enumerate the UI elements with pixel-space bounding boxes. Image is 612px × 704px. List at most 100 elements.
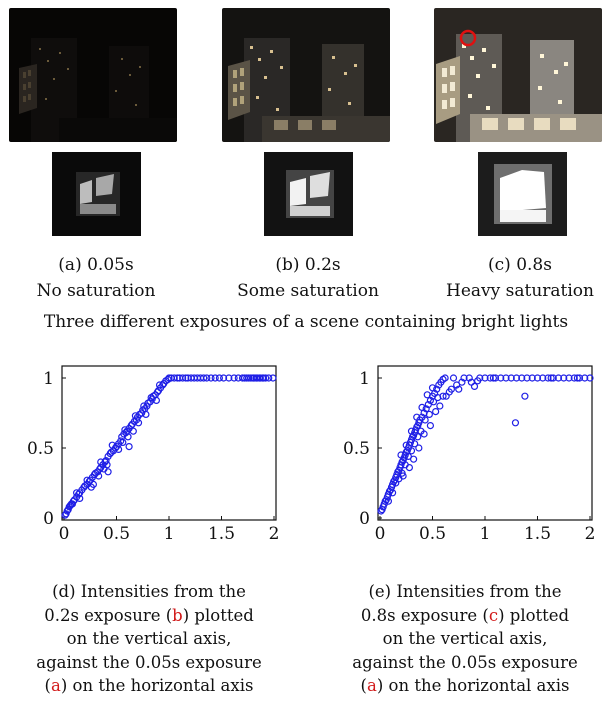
scatter-point [433,385,441,393]
scatter-point [449,374,458,382]
caption-e-ref-1[interactable]: c [488,605,499,625]
x-tick-label: 1 [164,524,175,544]
scatter-point [565,374,573,382]
y-tick-label: 0 [359,509,370,529]
caption-e-text-1: (e) Intensities from the 0.8s exposure ( [360,582,562,625]
caption-d-ref-1[interactable]: b [172,605,183,625]
x-tick-label: 1.5 [524,524,551,544]
scatter-point [439,392,447,400]
caption-a-desc: No saturation [36,281,156,301]
scatter-point [388,489,397,497]
scatter-point [182,374,190,382]
scatter-point [432,407,440,416]
scatter-point [474,377,482,385]
scatter-point [114,445,123,454]
scatter-point [230,374,238,382]
scatter-point [76,494,84,502]
scatter-point [511,419,520,427]
caption-b-label: (b) 0.2s [275,255,341,275]
scatter-point [140,402,148,410]
scatter-point [521,392,529,400]
caption-e-text-2: ) plotted on the vertical axis, against … [352,605,578,696]
caption-d-text-3: ) on the horizontal axis [60,676,254,695]
caption-e-ref-2[interactable]: a [366,676,377,695]
x-tick-label: 2 [269,524,280,544]
scatter-point [179,374,187,382]
caption-e: (e) Intensities from the 0.8s exposure (… [350,580,580,698]
caption-d-ref-2[interactable]: a [50,676,61,695]
scatter-point [497,374,505,382]
y-tick-label: 0.5 [343,439,370,459]
scatter-point [458,378,466,386]
scatter-point [173,374,181,382]
caption-panel-b: (b) 0.2s Some saturation [208,252,408,304]
scatter-point [397,451,405,459]
scatter-point [134,419,143,427]
scatter-point [575,374,584,382]
scatter-point [470,382,479,390]
caption-c-desc: Heavy saturation [446,281,594,301]
scatter-point [265,374,273,382]
scatter-point [152,396,160,405]
y-tick-label: 0 [43,509,54,529]
caption-a-label: (a) 0.05s [58,255,134,275]
scatter-point [203,374,211,382]
caption-d: (d) Intensities from the 0.2s exposure (… [34,580,264,698]
scatter-point [489,374,497,382]
scatter-point [220,374,228,382]
scatter-point [554,374,563,382]
night-photo-exposure-c [434,8,602,142]
caption-panel-a: (a) 0.05s No saturation [0,252,196,304]
scatter-point [108,441,116,449]
window-crop-c [478,152,567,236]
scatter-point [418,403,426,412]
scatter-point [121,426,129,434]
scatter-point [377,507,385,515]
scatter-point [405,463,414,472]
scatter-point [381,497,389,505]
scatter-point [539,374,547,382]
night-photo-exposure-a [9,8,177,142]
scatter-point [97,458,105,466]
scatter-point [441,374,449,382]
scatter-point [104,468,112,476]
caption-b-desc: Some saturation [237,281,379,301]
scatter-point [63,507,71,515]
scatter-point [407,447,416,455]
scatter-point [87,483,95,491]
scatter-point [428,384,437,392]
scatter-point [394,468,402,476]
caption-d-text-2: ) plotted on the vertical axis, against … [36,605,262,696]
scatter-point [262,374,270,382]
caption-c-label: (c) 0.8s [488,255,552,275]
x-tick-label: 1 [480,524,491,544]
highlight-circle [459,29,477,47]
scatter-point [200,374,208,382]
plot-frame [377,365,593,521]
y-tick-label: 0.5 [27,439,54,459]
scatter-point [549,374,557,382]
scatter-point [455,385,463,393]
y-tick-label: 1 [359,369,370,389]
x-tick-label: 2 [585,524,596,544]
scatter-point [560,374,568,382]
scatter-point [215,374,223,382]
scatter-point [436,402,444,410]
x-tick-label: 0.5 [419,524,446,544]
scatter-point [423,391,431,399]
x-tick-label: 0 [375,524,386,544]
scatter-point [429,398,438,406]
figure-caption: Three different exposures of a scene con… [43,312,569,332]
scatter-point [420,430,428,438]
scatter-point [445,388,453,396]
scatter-point [581,374,589,382]
scatter-point [544,374,552,382]
scatter-plot-d: 0 0.5 1 1.5 2 0 0.5 1 [27,365,280,544]
scatter-point [61,511,69,519]
scatter-point [481,374,489,382]
scatter-point [486,374,494,382]
scatter-point [425,410,433,419]
scatter-point [573,374,581,382]
scatter-point [502,374,510,382]
scatter-point [507,374,515,382]
